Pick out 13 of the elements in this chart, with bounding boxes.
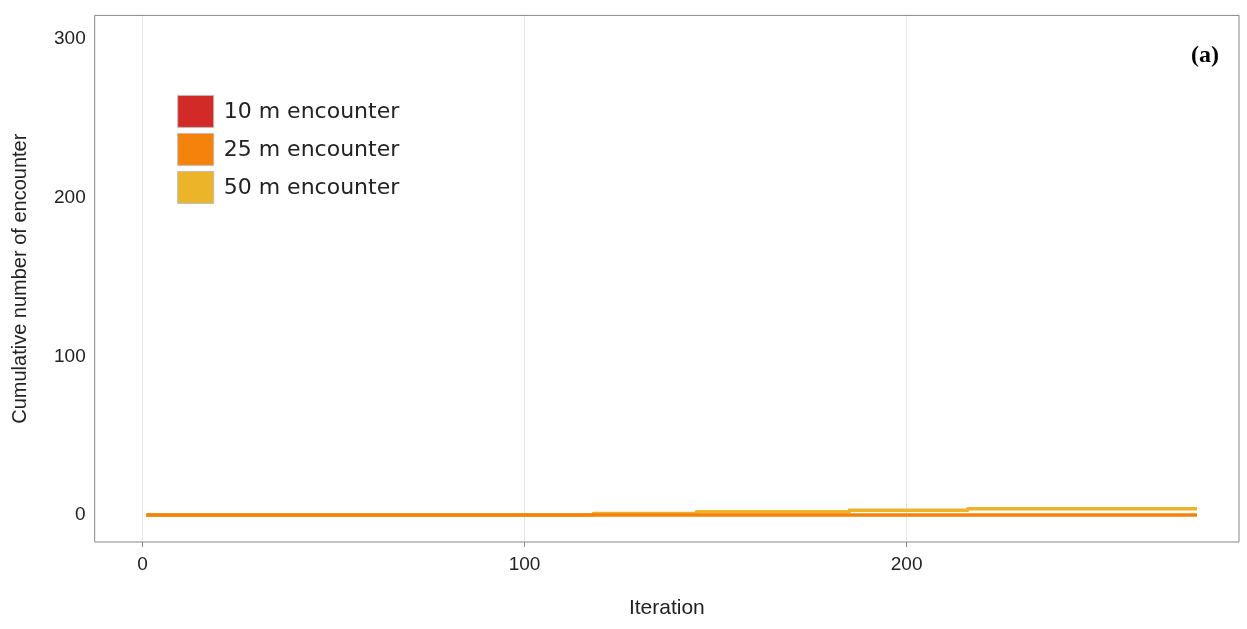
y-tick-label: 100 xyxy=(54,344,86,366)
x-tick-label: 200 xyxy=(890,552,923,574)
x-tick-label: 100 xyxy=(508,552,541,574)
y-axis-title: Cumulative number of encounter xyxy=(7,133,30,424)
y-tick-label: 0 xyxy=(75,503,86,525)
legend-label: 50 m encounter xyxy=(223,174,401,200)
legend-label: 10 m encounter xyxy=(223,98,401,124)
annotation: (a) xyxy=(1191,40,1219,67)
legend-label: 25 m encounter xyxy=(223,136,401,162)
y-tick-label: 200 xyxy=(54,186,86,208)
x-axis-title: Iteration xyxy=(628,595,705,619)
x-tick-label: 0 xyxy=(137,552,148,574)
y-tick-label: 300 xyxy=(54,27,86,49)
